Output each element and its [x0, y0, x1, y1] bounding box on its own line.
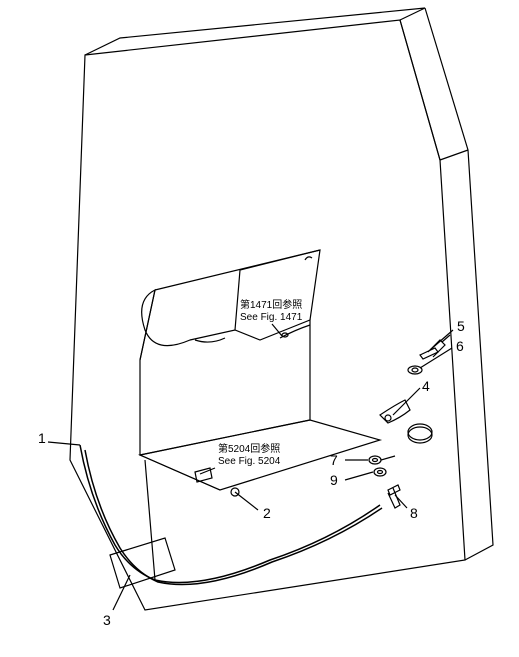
ref-1471-en: See Fig. 1471: [240, 312, 302, 324]
callout-2: 2: [263, 505, 271, 521]
cab-wiring-diagram: 1 2 3 4 5 6 7 8 9 第1471回参照 See Fig. 1471…: [0, 0, 519, 657]
ref-fig-5204: 第5204回参照 See Fig. 5204: [218, 444, 280, 468]
ref-5204-jp: 第5204回参照: [218, 444, 280, 456]
callout-7: 7: [330, 452, 338, 468]
callout-6: 6: [456, 338, 464, 354]
callout-8: 8: [410, 505, 418, 521]
ref-5204-en: See Fig. 5204: [218, 456, 280, 468]
ref-1471-jp: 第1471回参照: [240, 300, 302, 312]
callout-1: 1: [38, 430, 46, 446]
ref-fig-1471: 第1471回参照 See Fig. 1471: [240, 300, 302, 324]
callout-3: 3: [103, 612, 111, 628]
callout-4: 4: [422, 378, 430, 394]
callout-5: 5: [457, 318, 465, 334]
diagram-svg: [0, 0, 519, 657]
callout-9: 9: [330, 472, 338, 488]
